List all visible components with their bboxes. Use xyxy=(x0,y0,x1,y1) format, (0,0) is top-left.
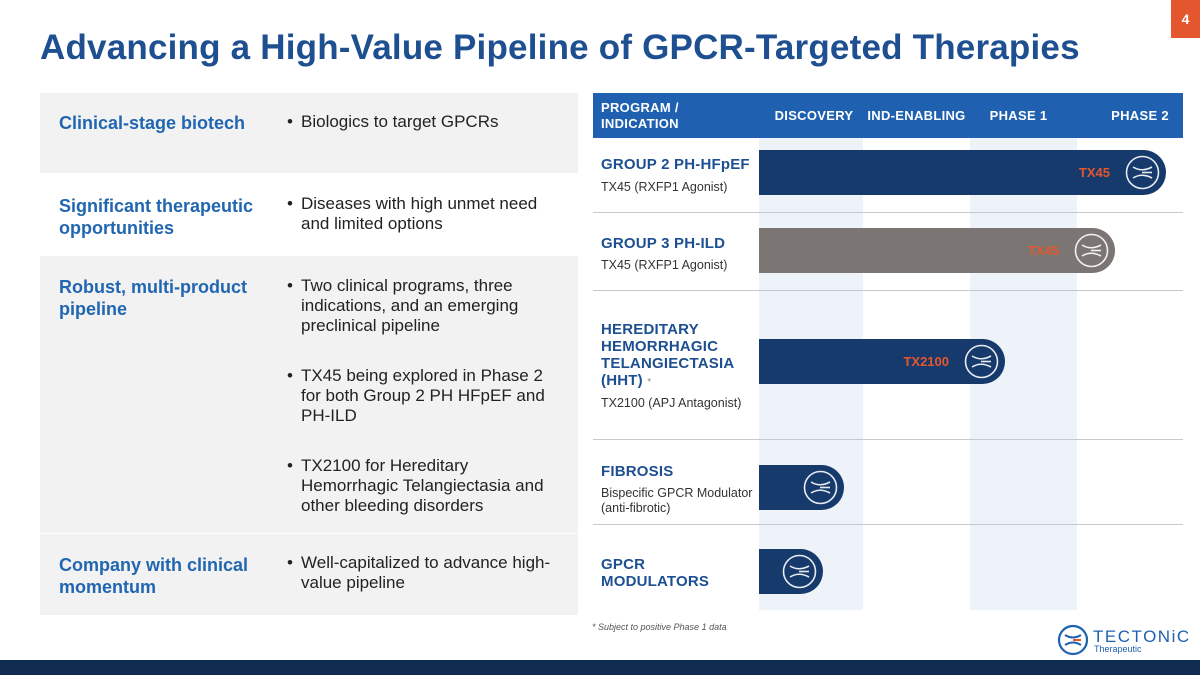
footnote: * Subject to positive Phase 1 data xyxy=(592,622,727,632)
program-subtitle: TX45 (RXFP1 Agonist) xyxy=(601,258,728,272)
row-label: Significant therapeutic opportunities xyxy=(59,196,254,238)
company-logo: TECTONiC Therapeutic xyxy=(1057,624,1189,658)
page-title: Advancing a High-Value Pipeline of GPCR-… xyxy=(40,28,1080,67)
program-bar xyxy=(759,549,823,594)
footer-band xyxy=(0,660,1200,675)
table-row: Company with clinical momentum Well-capi… xyxy=(40,534,578,616)
molecule-icon xyxy=(1124,154,1161,191)
page-number: 4 xyxy=(1171,0,1200,38)
asterisk: * xyxy=(647,377,652,388)
bullet-item: Diseases with high unmet need and limite… xyxy=(287,194,567,234)
program-bar: TX45 xyxy=(759,228,1115,273)
bullet-list: Well-capitalized to advance high-value p… xyxy=(287,553,567,593)
program-subtitle: TX2100 (APJ Antagonist) xyxy=(601,396,742,410)
program-name: FIBROSIS xyxy=(601,463,674,480)
phase2-column xyxy=(1077,138,1183,610)
program-name: HEREDITARY HEMORRHAGIC TELANGIECTASIA (H… xyxy=(601,321,751,391)
molecule-icon xyxy=(963,343,1000,380)
program-name: GROUP 2 PH-HFpEF xyxy=(601,156,750,173)
row-divider xyxy=(593,439,1183,440)
logo-name: TECTONiC xyxy=(1093,627,1191,646)
table-row: Robust, multi-product pipeline Two clini… xyxy=(40,256,578,534)
row-label: Clinical-stage biotech xyxy=(59,113,246,133)
bar-label: TX2100 xyxy=(903,354,949,369)
bullet-list: Biologics to target GPCRs xyxy=(287,112,567,132)
logo-subtitle: Therapeutic xyxy=(1094,644,1142,654)
bar-label: TX45 xyxy=(1078,165,1110,180)
program-bar xyxy=(759,465,844,510)
pipeline-header: PROGRAM / INDICATION DISCOVERY IND-ENABL… xyxy=(593,93,1183,138)
program-subtitle: TX45 (RXFP1 Agonist) xyxy=(601,180,728,194)
molecule-icon xyxy=(1073,232,1110,269)
program-bar: TX2100 xyxy=(759,339,1005,384)
program-name-text: HEREDITARY HEMORRHAGIC TELANGIECTASIA (H… xyxy=(601,321,734,389)
tectonic-logo-icon xyxy=(1057,624,1089,656)
molecule-icon xyxy=(781,553,818,590)
bullet-item: TX45 being explored in Phase 2 for both … xyxy=(287,366,567,426)
bullet-item: TX2100 for Hereditary Hemorrhagic Telang… xyxy=(287,456,567,516)
header-discovery: DISCOVERY xyxy=(774,108,854,123)
program-subtitle: Bispecific GPCR Modulator (anti-fibrotic… xyxy=(601,486,753,515)
header-program: PROGRAM / INDICATION xyxy=(601,99,679,131)
bar-label: TX45 xyxy=(1027,243,1059,258)
bullet-list: Two clinical programs, three indications… xyxy=(287,276,567,516)
molecule-icon xyxy=(802,469,839,506)
program-name: GPCR MODULATORS xyxy=(601,556,710,590)
row-divider xyxy=(593,212,1183,213)
bullet-item: Well-capitalized to advance high-value p… xyxy=(287,553,567,593)
table-row: Significant therapeutic opportunities Di… xyxy=(40,174,578,256)
highlights-table: Clinical-stage biotech Biologics to targ… xyxy=(40,93,578,616)
bullet-list: Diseases with high unmet need and limite… xyxy=(287,194,567,234)
row-divider xyxy=(593,524,1183,525)
bullet-item: Two clinical programs, three indications… xyxy=(287,276,567,336)
header-phase1: PHASE 1 xyxy=(989,108,1048,123)
program-name: GROUP 3 PH-ILD xyxy=(601,235,726,252)
table-row: Clinical-stage biotech Biologics to targ… xyxy=(40,93,578,174)
row-divider xyxy=(593,290,1183,291)
bullet-item: Biologics to target GPCRs xyxy=(287,112,567,132)
row-label: Robust, multi-product pipeline xyxy=(59,277,247,319)
pipeline-chart: PROGRAM / INDICATION DISCOVERY IND-ENABL… xyxy=(593,93,1183,613)
header-ind-enabling: IND-ENABLING xyxy=(867,108,966,123)
row-label: Company with clinical momentum xyxy=(59,555,249,597)
header-phase2: PHASE 2 xyxy=(1111,108,1169,123)
program-bar: TX45 xyxy=(759,150,1166,195)
